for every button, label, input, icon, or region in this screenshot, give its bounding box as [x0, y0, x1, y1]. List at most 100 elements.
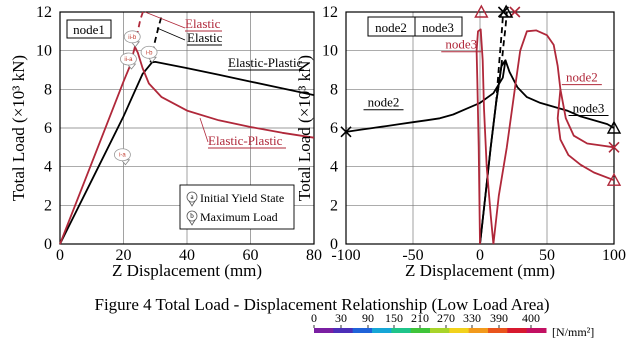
panel-label-nodes: node2 node3 [367, 16, 463, 37]
series-line [495, 11, 505, 103]
x-tick-label: 20 [116, 247, 132, 264]
legend-symbol-pointer [188, 200, 196, 207]
y-tick-label: 2 [330, 197, 338, 214]
end-marker-triangle [606, 120, 622, 134]
leader-line [156, 27, 186, 41]
colorbar-tick-label: 0 [311, 311, 317, 325]
x-tick-label: 100 [602, 247, 626, 264]
colorbar-segment [507, 328, 528, 333]
legend-symbol-letter: b [190, 212, 194, 220]
x-tick-label: -50 [402, 247, 423, 264]
x-axis-label: Z Displacement (mm) [405, 261, 555, 280]
legend-symbol [186, 191, 198, 203]
colorbar-segment [352, 328, 373, 333]
stress-colorbar: 0 30 90 150 210 270 330 390 400 [N/mm²] [311, 311, 594, 338]
marker-bubble [140, 45, 158, 59]
curve-legend-text: Elastic-Plastic [208, 133, 283, 148]
colorbar-tick-label: 400 [522, 311, 540, 325]
curve-label: node3 [568, 101, 609, 117]
colorbar-tick-label: 390 [490, 311, 508, 325]
x-tick-label: 60 [243, 247, 259, 264]
y-tick-label: 6 [44, 120, 52, 137]
y-axis-label: Total Load (×10³ kN) [9, 55, 28, 201]
curve-legend-label: Elastic-Plastic [228, 55, 304, 71]
legend-box: a Initial Yield State b Maximum Load [179, 184, 295, 230]
x-tick-label: 50 [539, 247, 555, 264]
x-tick-label: -100 [331, 247, 360, 264]
y-tick-label: 0 [44, 236, 52, 253]
marker-label: i-b [146, 50, 153, 56]
marker-label: ii-b [128, 35, 137, 41]
colorbar-tick-label: 30 [335, 311, 347, 325]
colorbar-segment [449, 328, 470, 333]
marker-label: i-a [119, 153, 126, 159]
legend-frame [179, 184, 295, 230]
x-tick-label: 0 [476, 247, 484, 264]
event-marker: ii-a [120, 52, 137, 70]
series-line [345, 59, 507, 245]
panel-label-box [414, 16, 463, 37]
curve-legend-text: Elastic [185, 16, 221, 31]
colorbar-tick-label: 330 [463, 311, 481, 325]
figure-caption: Figure 4 Total Load - Displacement Relat… [94, 295, 550, 314]
marker-bubble [114, 148, 131, 162]
x-tick-label: 40 [179, 247, 195, 264]
plot-frame [59, 11, 315, 245]
panel-label-text: node2 [375, 20, 407, 35]
curve-label-text: node2 [368, 95, 400, 110]
curve-legend-label: Elastic [185, 16, 222, 32]
colorbar-tick-label: 90 [362, 311, 374, 325]
colorbar-tick-label: 150 [385, 311, 403, 325]
end-marker-triangle [606, 172, 622, 186]
x-tick-label: 0 [56, 247, 64, 264]
y-tick-label: 4 [330, 159, 338, 176]
end-marker-x [608, 141, 620, 153]
curve-legend-text: Elastic-Plastic [228, 55, 303, 70]
chart-panel-2: -100 -50 0 50 100 0 2 4 6 8 10 12 Z Displacement (mm… [295, 4, 626, 280]
curve-label-text: node3 [445, 37, 477, 52]
colorbar-segment [430, 328, 450, 333]
y-tick-label: 4 [44, 159, 52, 176]
colorbar-segment [372, 328, 392, 333]
y-tick-label: 12 [322, 4, 338, 21]
curve-legend-label: Elastic-Plastic [208, 133, 286, 149]
colorbar-tick-label: 270 [437, 311, 455, 325]
legend-symbol-letter: a [190, 193, 194, 201]
end-marker-triangle [498, 4, 514, 18]
colorbar-segment [488, 328, 508, 333]
legend-item-text: Initial Yield State [200, 191, 284, 205]
legend-item-text: Maximum Load [200, 210, 278, 224]
curve-label-text: node3 [573, 101, 605, 116]
end-marker-x [340, 126, 352, 138]
colorbar-tick-label: 210 [411, 311, 429, 325]
legend-symbol [186, 210, 198, 222]
y-tick-label: 6 [330, 120, 338, 137]
legend-symbol-pointer [188, 219, 196, 226]
marker-bubble [120, 52, 137, 66]
colorbar-segment [333, 328, 354, 333]
curve-legend-label: Elastic [187, 30, 223, 46]
colorbar-segment [468, 328, 489, 333]
series-line [479, 59, 615, 245]
series-line [492, 29, 615, 245]
leader-line [199, 117, 209, 143]
y-tick-label: 0 [330, 236, 338, 253]
event-marker: i-a [114, 148, 131, 166]
curve-label: node3 [441, 37, 482, 53]
panel-label-text: node3 [422, 20, 454, 35]
x-axis-label: Z Displacement (mm) [112, 261, 262, 280]
y-tick-label: 8 [330, 81, 338, 98]
chart-panel-1: 0 20 40 60 80 0 2 4 6 8 10 12 Z Displacement (mm) Tot… [9, 4, 322, 280]
event-marker: i-b [140, 45, 158, 63]
colorbar-segment [391, 328, 412, 333]
series-line [149, 15, 163, 63]
y-tick-label: 10 [36, 43, 52, 60]
colorbar-unit: [N/mm²] [552, 325, 594, 338]
marker-bubble [123, 30, 141, 44]
event-marker: ii-b [123, 30, 141, 48]
series-line [556, 89, 615, 182]
panel-label-node1: node1 [66, 19, 112, 39]
curve-label: node2 [561, 70, 602, 86]
leader-line [144, 11, 186, 29]
